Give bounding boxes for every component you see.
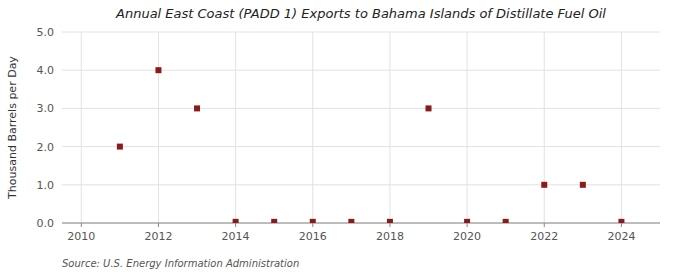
- x-tick: [544, 223, 545, 227]
- point: [117, 144, 123, 150]
- point: [233, 219, 239, 223]
- x-tick-label: 2018: [376, 230, 404, 243]
- x-tick: [81, 223, 82, 227]
- point: [271, 219, 277, 223]
- x-tick-label: 2016: [299, 230, 327, 243]
- point: [618, 219, 624, 223]
- x-grid-line: [312, 32, 313, 223]
- point: [310, 219, 316, 223]
- point: [580, 182, 586, 188]
- y-grid-line: [62, 32, 660, 33]
- point: [155, 67, 161, 73]
- x-tick-label: 2020: [453, 230, 481, 243]
- chart: Annual East Coast (PADD 1) Exports to Ba…: [0, 0, 675, 275]
- x-grid-line: [235, 32, 236, 223]
- points: [117, 67, 625, 223]
- x-tick: [235, 223, 236, 227]
- y-tick-label: 5.0: [37, 26, 55, 39]
- point: [541, 182, 547, 188]
- point: [387, 219, 393, 223]
- x-tick: [467, 223, 468, 227]
- y-tick-label: 0.0: [37, 217, 55, 230]
- x-grid-line: [467, 32, 468, 223]
- grid: [62, 32, 660, 223]
- y-tick-label: 2.0: [37, 141, 55, 154]
- x-tick-label: 2022: [530, 230, 558, 243]
- x-tick: [389, 223, 390, 227]
- y-grid-line: [62, 223, 660, 224]
- y-tick-label: 3.0: [37, 102, 55, 115]
- x-tick-label: 2014: [222, 230, 250, 243]
- point: [503, 219, 509, 223]
- x-tick-label: 2012: [144, 230, 172, 243]
- x-grid-line: [544, 32, 545, 223]
- y-tick-label: 4.0: [37, 64, 55, 77]
- x-grid-line: [621, 32, 622, 223]
- y-grid-line: [62, 70, 660, 71]
- y-grid-line: [62, 184, 660, 185]
- x-tick-label: 2010: [67, 230, 95, 243]
- y-grid-line: [62, 146, 660, 147]
- annotation: Source: U.S. Energy Information Administ…: [62, 258, 299, 269]
- title: Annual East Coast (PADD 1) Exports to Ba…: [115, 6, 606, 21]
- y-axis-label: Thousand Barrels per Day: [6, 56, 19, 200]
- x-tick: [312, 223, 313, 227]
- point: [464, 219, 470, 223]
- point: [348, 219, 354, 223]
- y-grid-line: [62, 108, 660, 109]
- y-tick-label: 1.0: [37, 179, 55, 192]
- x-tick-label: 2024: [607, 230, 635, 243]
- x-grid-line: [158, 32, 159, 223]
- x-grid-line: [81, 32, 82, 223]
- x-tick: [621, 223, 622, 227]
- point: [194, 105, 200, 111]
- x-grid-line: [389, 32, 390, 223]
- x-tick: [158, 223, 159, 227]
- x-axis-line: [62, 223, 660, 224]
- point: [426, 105, 432, 111]
